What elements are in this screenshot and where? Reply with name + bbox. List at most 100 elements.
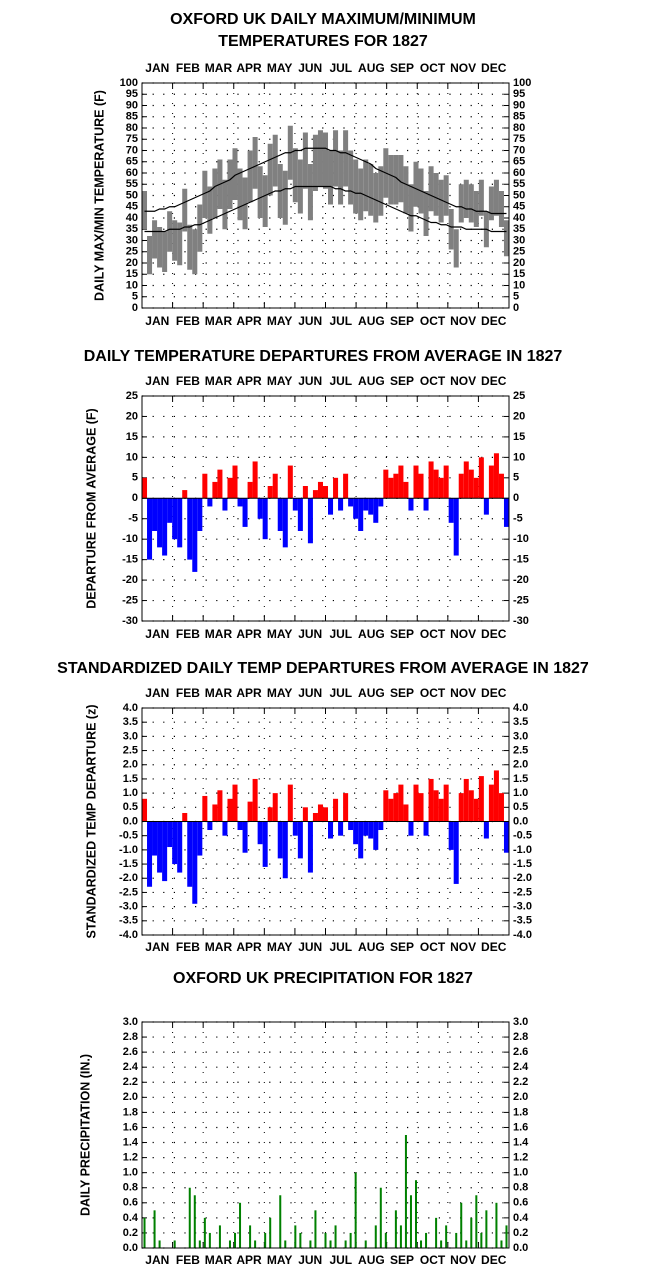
precip-bar	[334, 1225, 337, 1248]
y-tick-label: 1.6	[123, 1121, 138, 1133]
average-line	[144, 147, 507, 215]
departure-bar	[202, 473, 208, 499]
month-label: JUL	[329, 627, 352, 641]
precip-bar	[399, 1225, 402, 1248]
departure-bar	[403, 804, 409, 822]
month-label: APR	[236, 61, 262, 75]
precip-bar	[143, 1217, 146, 1248]
precip-bar	[440, 1240, 443, 1248]
month-label: JAN	[145, 374, 169, 388]
range-bar	[378, 166, 384, 216]
departure-bar	[262, 821, 268, 867]
month-label: MAR	[205, 314, 233, 328]
departure-bar	[147, 498, 153, 560]
range-bar	[413, 161, 419, 207]
departure-bar	[373, 821, 379, 850]
departure-bar	[478, 776, 484, 822]
y-tick-label-right: 1.6	[513, 1121, 528, 1133]
departure-bar	[413, 784, 419, 822]
departure-bar	[152, 821, 158, 856]
range-bar	[267, 143, 273, 196]
departure-bar	[403, 481, 409, 499]
y-tick-label: 0.4	[123, 1212, 139, 1224]
y-tick-label: 0.8	[123, 1182, 138, 1194]
departure-bar	[358, 821, 364, 859]
departure-bar	[172, 821, 178, 865]
month-label: MAY	[267, 1253, 293, 1267]
precip-bar	[324, 1232, 327, 1248]
month-label: FEB	[176, 627, 200, 641]
y-tick-label: 25	[126, 390, 138, 402]
range-bar	[423, 191, 429, 236]
y-tick-label: 25	[126, 246, 138, 258]
departure-bar	[292, 498, 298, 511]
y-tick-label: 3.0	[123, 730, 138, 742]
departure-bar	[353, 821, 359, 845]
y-tick-label-right: 15	[513, 268, 525, 280]
departure-bar	[353, 498, 359, 519]
y-tick-label-right: -3.0	[513, 901, 532, 913]
departure-bar	[438, 798, 444, 822]
departure-bar	[182, 812, 188, 822]
range-bar	[247, 150, 253, 203]
departure-bar	[428, 461, 434, 499]
y-tick-label: -2.0	[119, 872, 138, 884]
y-tick-label-right: 20	[513, 257, 525, 269]
range-bar	[232, 148, 238, 200]
departure-bar	[458, 793, 464, 822]
precip-bar	[329, 1240, 332, 1248]
precip-bar	[394, 1210, 397, 1248]
y-tick-label-right: 20	[513, 410, 525, 422]
y-tick-label: 0.5	[123, 801, 138, 813]
departure-bar	[267, 486, 273, 499]
departure-bar	[217, 469, 223, 499]
departure-bar	[212, 804, 218, 822]
range-bar	[197, 204, 203, 252]
y-axis-title: DEPARTURE FROM AVERAGE (F)	[84, 408, 98, 608]
y-tick-label: -1.5	[119, 858, 138, 870]
y-tick-label: 85	[126, 111, 138, 123]
y-tick-label-right: 1.2	[513, 1152, 528, 1164]
precip-bar	[188, 1187, 191, 1248]
departure-bar	[393, 793, 399, 822]
departure-bar	[378, 821, 384, 831]
range-bar	[333, 130, 339, 187]
departure-bar	[338, 498, 344, 511]
precip-bar	[299, 1232, 302, 1248]
range-bar	[463, 179, 469, 218]
departure-bar	[257, 498, 263, 519]
range-bar	[473, 191, 479, 227]
month-label: DEC	[481, 314, 507, 328]
range-bar	[167, 211, 173, 252]
y-tick-label-right: 10	[513, 451, 525, 463]
month-label: MAY	[267, 61, 293, 75]
range-bar	[212, 168, 218, 218]
month-label: JUL	[329, 686, 352, 700]
departure-bar	[277, 498, 283, 531]
departure-bar	[252, 461, 258, 499]
month-label: NOV	[450, 1253, 476, 1267]
departure-bar	[187, 498, 193, 560]
departure-bar	[348, 498, 354, 507]
month-label: SEP	[390, 314, 414, 328]
precip-bar	[420, 1240, 423, 1248]
y-tick-label: 30	[126, 234, 138, 246]
precip-bar	[279, 1195, 282, 1248]
month-label: MAR	[205, 627, 233, 641]
y-tick-label-right: -2.5	[513, 886, 532, 898]
range-bar	[152, 220, 158, 259]
departure-bar	[272, 793, 278, 822]
departure-bar	[478, 457, 484, 499]
y-tick-label: 0.0	[123, 815, 138, 827]
month-label: NOV	[450, 686, 476, 700]
month-label: NOV	[450, 374, 476, 388]
y-tick-label: 4.0	[123, 702, 138, 714]
y-tick-label-right: 4.0	[513, 702, 528, 714]
month-label: JAN	[145, 314, 169, 328]
y-tick-label-right: 75	[513, 133, 525, 145]
precip-bar	[409, 1195, 412, 1248]
month-label: FEB	[176, 314, 200, 328]
y-tick-label: 80	[126, 122, 138, 134]
departure-bar	[388, 798, 394, 822]
precip-bar	[153, 1210, 156, 1248]
